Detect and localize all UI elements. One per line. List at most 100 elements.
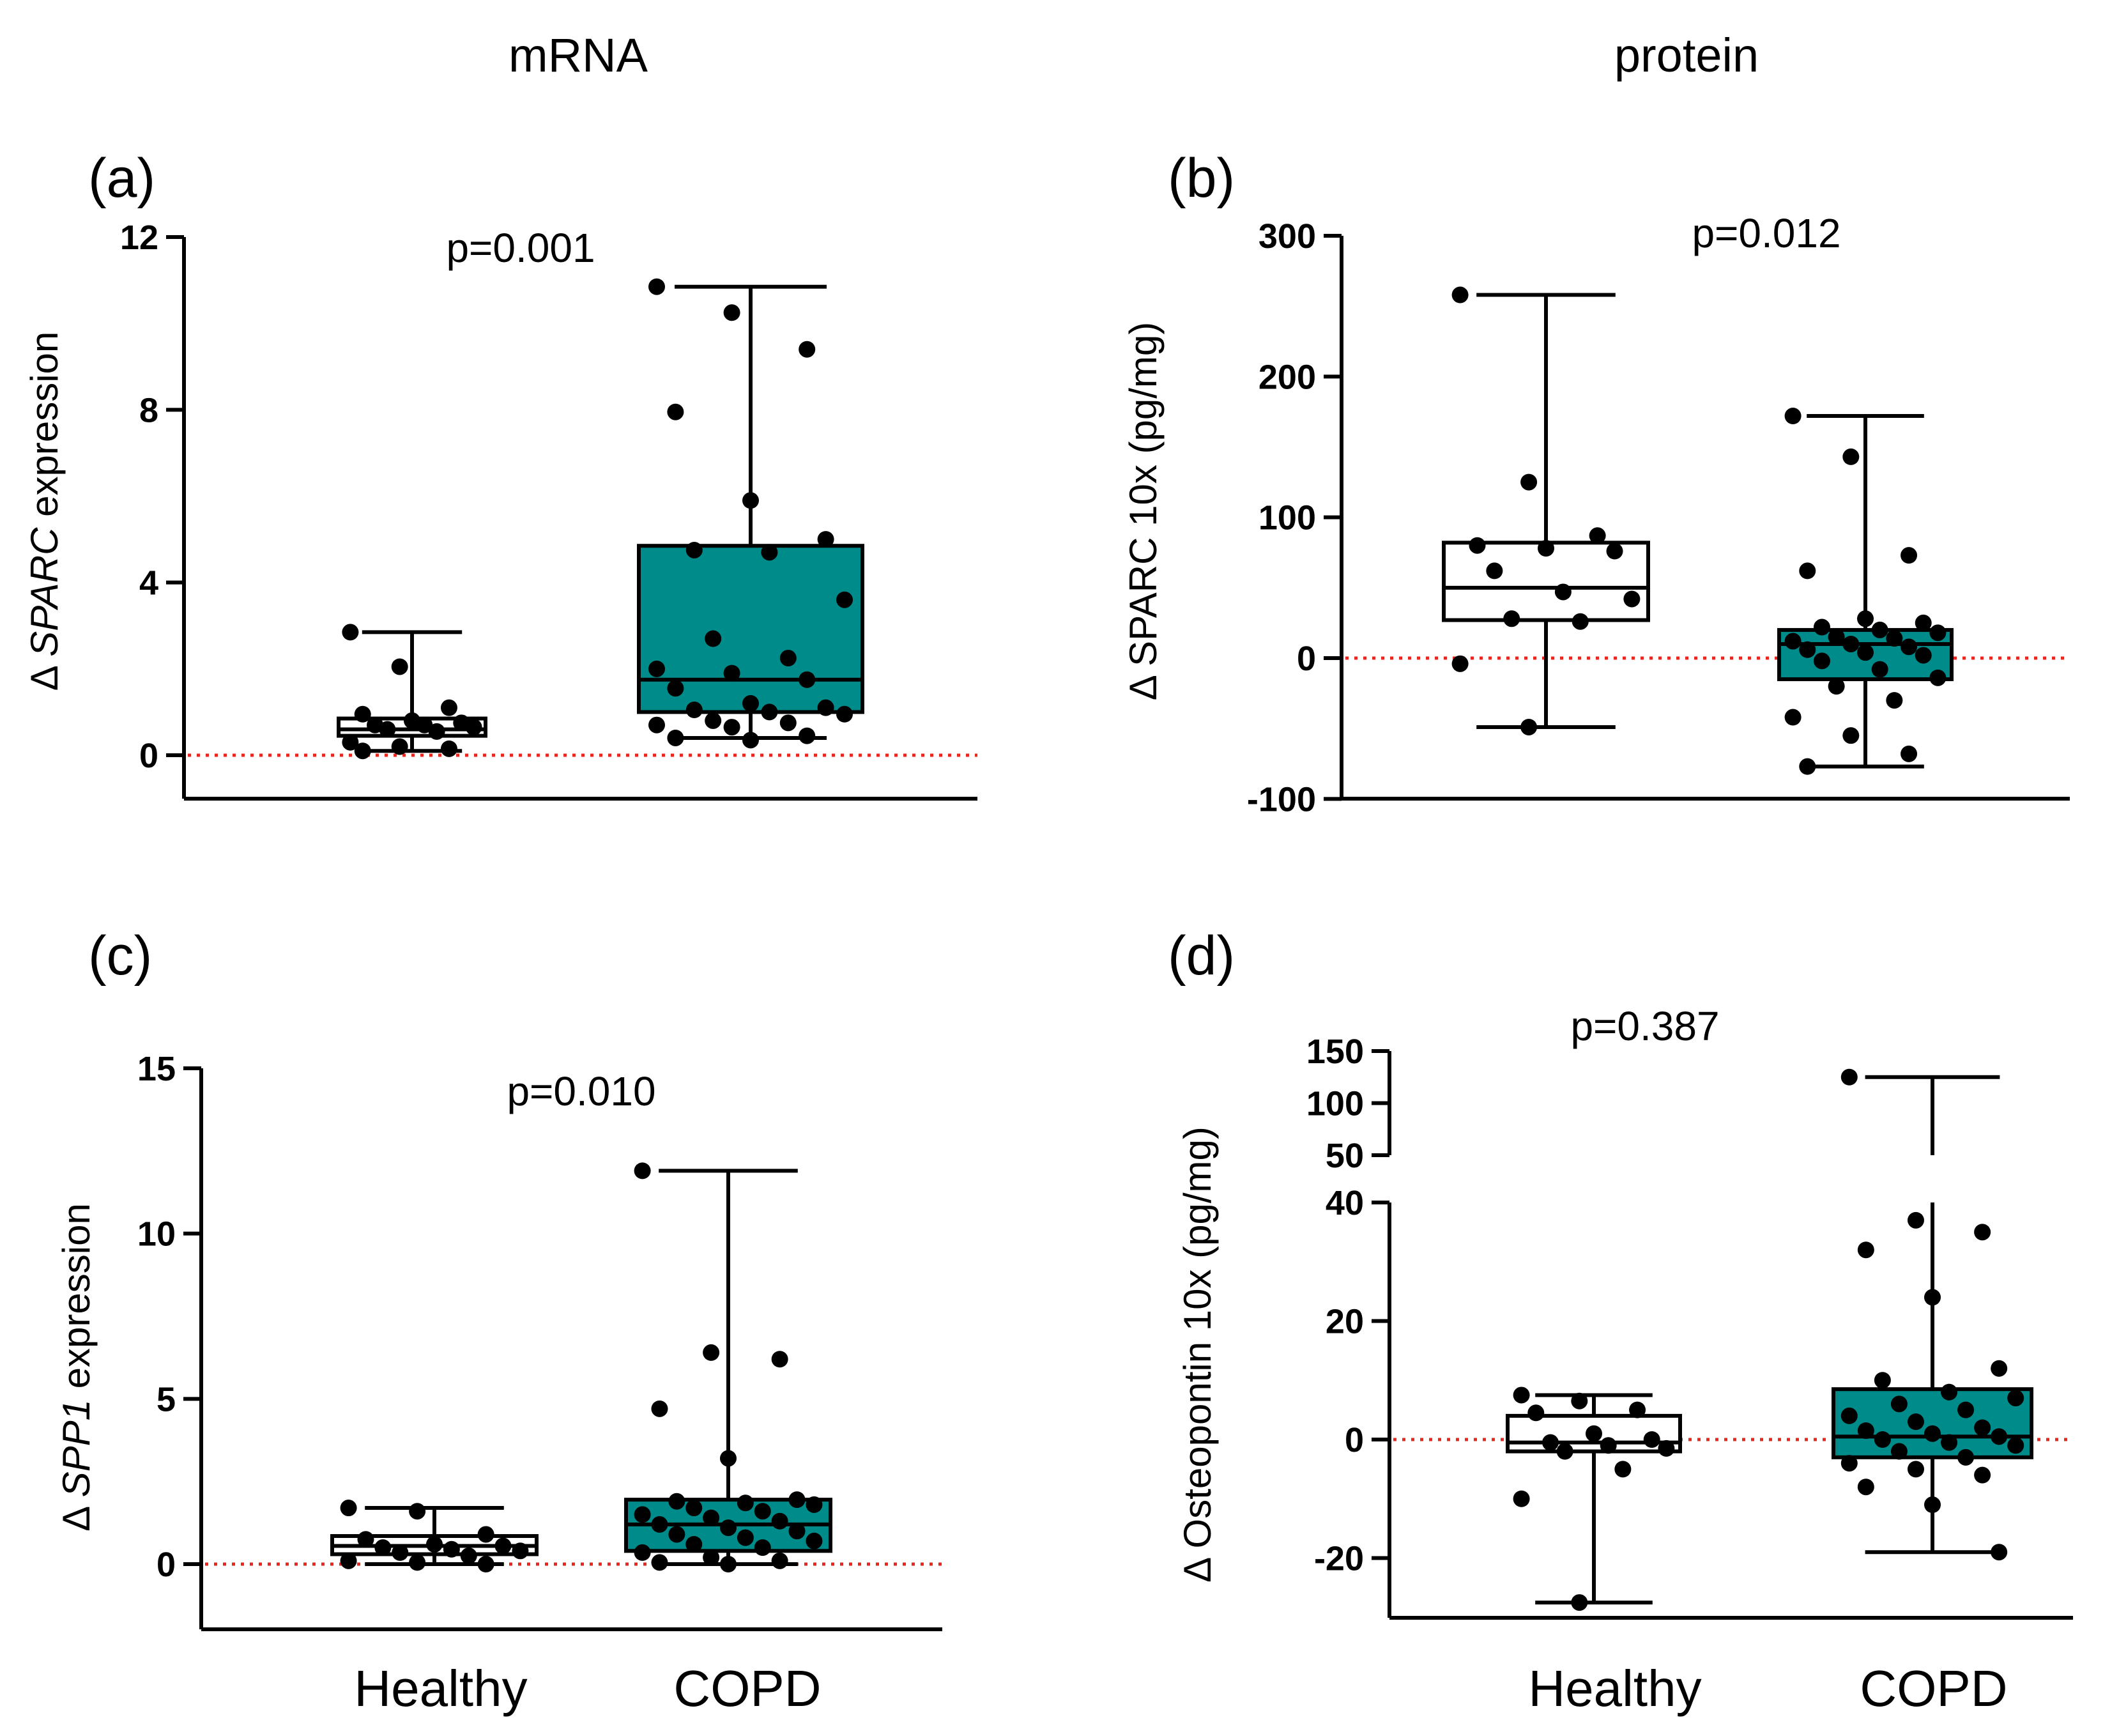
y-tick-label: 12	[120, 219, 158, 257]
data-point	[836, 705, 853, 723]
data-point	[720, 1519, 737, 1537]
y-tick-label: 8	[139, 391, 158, 429]
data-point	[1991, 1360, 2008, 1377]
data-point	[1799, 641, 1816, 658]
data-point	[1890, 1443, 1908, 1460]
data-point	[1451, 655, 1469, 672]
data-point	[1901, 638, 1918, 656]
data-point	[685, 541, 703, 558]
data-point	[1784, 408, 1802, 425]
data-point	[357, 1531, 374, 1548]
data-point	[1799, 758, 1816, 775]
data-point	[1929, 669, 1947, 686]
data-point	[1813, 652, 1830, 670]
y-axis-label: Δ SPP1 expression	[55, 1203, 98, 1532]
y-tick-label: 0	[1345, 1421, 1364, 1459]
y-axis-label-prefix: Δ	[23, 657, 66, 691]
data-point	[1828, 678, 1845, 695]
data-point	[720, 1556, 737, 1572]
y-axis-label-gene: SPP1	[55, 1399, 98, 1497]
y-axis-label: Δ Osteopontin 10x (pg/mg)	[1176, 1126, 1219, 1583]
data-point	[1469, 537, 1486, 554]
y-axis-label-suffix: expression	[23, 332, 66, 528]
data-point	[1784, 633, 1802, 650]
data-point	[477, 1526, 494, 1543]
column-title-mrna: mRNA	[509, 29, 648, 82]
data-point	[379, 721, 396, 738]
data-point	[648, 660, 665, 677]
box-copd	[637, 278, 864, 749]
y-axis-label-prefix: Δ SPARC 10x (pg/mg)	[1122, 322, 1165, 701]
data-point	[703, 1509, 720, 1526]
panel-d: (d) p=0.387 Δ Osteopontin 10x (pg/mg) 50 100…	[1168, 925, 2073, 1717]
data-point	[742, 492, 759, 509]
panel-label: (d)	[1168, 925, 1235, 987]
data-point	[806, 1532, 823, 1549]
data-point	[1857, 1241, 1874, 1259]
panels: (a) p=0.001 Δ SPARC expression 0 4 8 12 (b) p=0.…	[23, 148, 2073, 1717]
box-healthy	[330, 1500, 539, 1572]
data-point	[477, 1556, 494, 1572]
data-point	[1886, 692, 1903, 709]
data-point	[1538, 540, 1554, 557]
data-point	[1503, 610, 1520, 627]
data-point	[392, 1544, 409, 1561]
data-point	[1600, 1437, 1617, 1454]
panel-label: (b)	[1168, 148, 1235, 209]
box-copd	[624, 1162, 832, 1572]
data-point	[354, 705, 371, 723]
p-value: p=0.387	[1570, 1003, 1719, 1049]
data-point	[1941, 1383, 1958, 1401]
x-category-label: COPD	[673, 1660, 821, 1717]
y-axis-label-suffix: expression	[55, 1203, 98, 1399]
data-point	[1907, 1413, 1924, 1431]
y-tick-label-upper: 100	[1306, 1085, 1364, 1123]
data-point	[1957, 1401, 1975, 1418]
panel-label: (a)	[88, 148, 155, 209]
data-point	[667, 403, 684, 420]
data-point	[2007, 1390, 2024, 1407]
data-point	[494, 1537, 512, 1555]
data-point	[779, 649, 797, 666]
y-tick-label: 0	[1297, 640, 1316, 678]
data-point	[1554, 583, 1572, 601]
data-point	[1589, 527, 1606, 544]
data-point	[806, 1496, 823, 1513]
y-tick-label: 0	[157, 1546, 176, 1584]
data-point	[391, 658, 408, 675]
y-axis-label-gene: SPARC	[23, 527, 66, 657]
data-point	[742, 695, 759, 712]
p-value: p=0.010	[507, 1068, 655, 1114]
y-axis-label: Δ SPARC 10x (pg/mg)	[1122, 322, 1165, 701]
data-point	[1907, 1211, 1924, 1229]
data-point	[754, 1539, 771, 1556]
y-tick-label: 20	[1326, 1303, 1364, 1341]
data-point	[1974, 1466, 1991, 1484]
y-tick-label: -100	[1247, 780, 1316, 818]
data-point	[416, 716, 433, 734]
data-point	[788, 1523, 806, 1540]
data-point	[1886, 630, 1903, 647]
y-tick-label: 300	[1258, 217, 1316, 256]
data-point	[1513, 1386, 1530, 1404]
y-tick-label: 100	[1258, 499, 1316, 537]
data-point	[788, 1491, 806, 1509]
data-point	[1572, 613, 1589, 630]
data-point	[1901, 745, 1918, 762]
y-axis-label-prefix: Δ	[55, 1497, 98, 1531]
data-point	[651, 1516, 668, 1533]
data-point	[1784, 709, 1802, 726]
y-tick-label: 15	[137, 1050, 176, 1088]
data-point	[1486, 562, 1503, 580]
data-point	[668, 1526, 685, 1543]
data-point	[1643, 1431, 1660, 1448]
data-point	[340, 1500, 357, 1517]
data-point	[1842, 635, 1860, 652]
data-point	[1556, 1443, 1573, 1460]
data-point	[1571, 1594, 1588, 1611]
data-point	[443, 1540, 460, 1558]
data-point	[440, 699, 457, 716]
data-point	[754, 1503, 771, 1520]
data-point	[1571, 1392, 1588, 1410]
x-category-label: Healthy	[1528, 1660, 1701, 1717]
